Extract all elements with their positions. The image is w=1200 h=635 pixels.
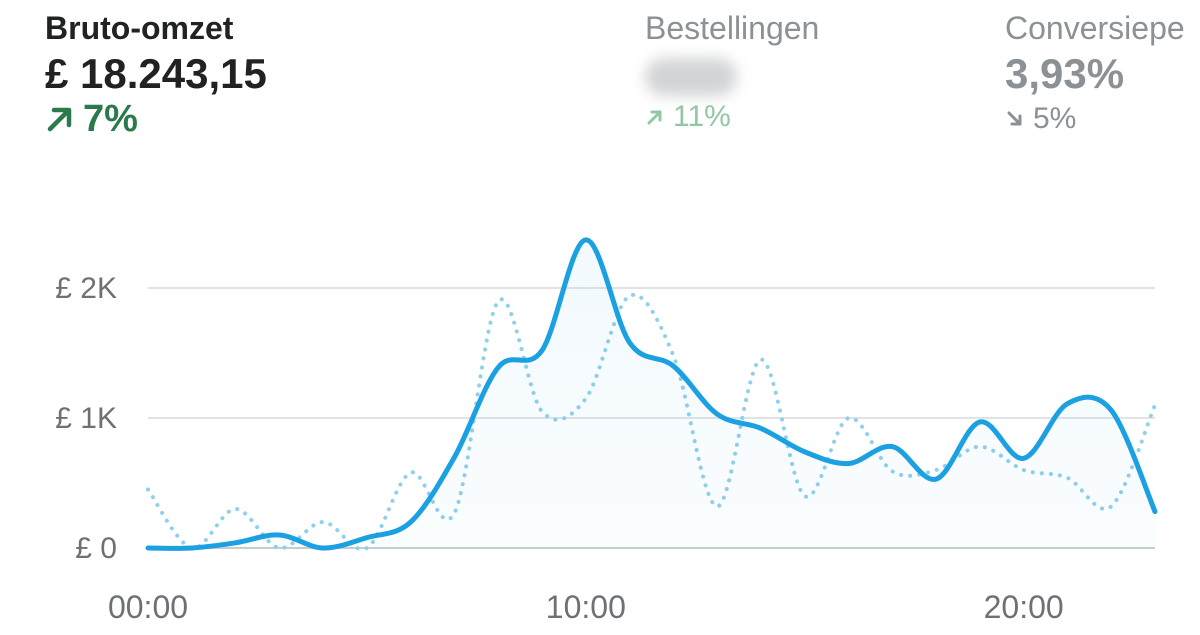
gross-sales-label: Bruto-omzet <box>45 10 234 46</box>
series-area-current <box>148 239 1155 549</box>
y-tick-label: £ 0 <box>75 532 117 565</box>
orders-label: Bestellingen <box>645 10 820 46</box>
metric-orders[interactable]: Bestellingen 11% <box>645 8 819 136</box>
conversion-change: 5% <box>1005 100 1185 138</box>
gross-sales-change-value: 7% <box>83 98 138 140</box>
conversion-change-value: 5% <box>1033 102 1077 135</box>
metric-gross-sales[interactable]: Bruto-omzet £ 18.243,15 7% <box>45 8 267 138</box>
conversion-label: Conversiepe <box>1005 10 1185 46</box>
x-tick-label: 20:00 <box>984 589 1064 625</box>
gross-sales-change: 7% <box>45 100 267 138</box>
arrow-up-right-icon <box>645 107 665 127</box>
orders-change-value: 11% <box>673 100 731 133</box>
arrow-up-right-icon <box>45 104 75 134</box>
conversion-value: 3,93% <box>1005 50 1125 97</box>
x-tick-label: 00:00 <box>108 589 188 625</box>
orders-change: 11% <box>645 98 819 136</box>
y-tick-label: £ 1K <box>55 402 117 435</box>
x-tick-label: 10:00 <box>546 589 626 625</box>
arrow-down-right-icon <box>1005 109 1025 129</box>
gross-sales-value: £ 18.243,15 <box>45 50 267 97</box>
metric-conversion-rate[interactable]: Conversiepe 3,93% 5% <box>1005 8 1185 138</box>
series-line-current[interactable] <box>145 237 1158 551</box>
y-tick-label: £ 2K <box>55 272 117 305</box>
orders-value-blurred <box>645 58 737 96</box>
